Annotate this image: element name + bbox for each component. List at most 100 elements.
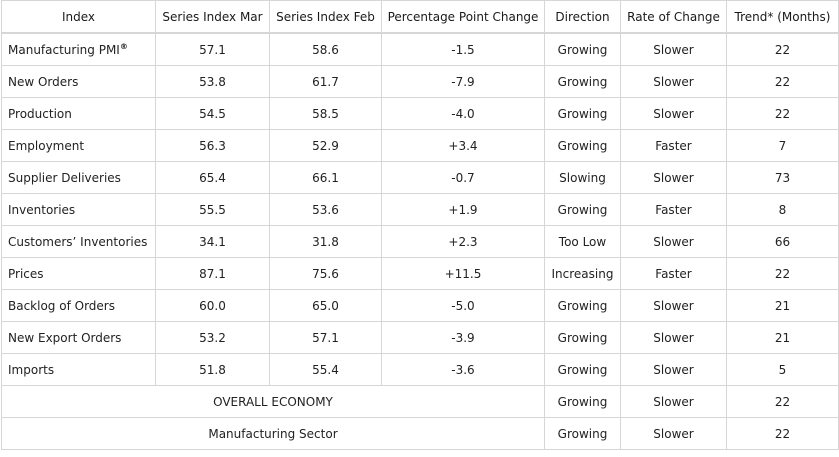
table-row: Customers’ Inventories 34.1 31.8 +2.3 Too Lo… (1, 225, 839, 258)
rate-cell: Slower (620, 97, 727, 130)
feb-cell: 52.9 (269, 129, 382, 162)
change-cell: -4.0 (381, 97, 545, 130)
index-name-text: Production (8, 106, 72, 121)
direction-cell: Growing (544, 129, 621, 162)
direction-cell: Growing (544, 289, 621, 322)
trend-cell: 22 (726, 97, 839, 130)
change-cell: -3.6 (381, 353, 545, 386)
mar-cell: 51.8 (155, 353, 270, 386)
mar-cell: 53.8 (155, 65, 270, 98)
change-cell: +2.3 (381, 225, 545, 258)
index-name-cell: Manufacturing PMI® (1, 32, 156, 66)
summary-row: Manufacturing Sector Growing Slower 22 (1, 417, 839, 450)
summary-label-cell: Manufacturing Sector (1, 417, 545, 450)
change-cell: -0.7 (381, 161, 545, 194)
table-row: Inventories 55.5 53.6 +1.9 Growing Faster 8 (1, 193, 839, 226)
index-name-cell: Prices (1, 257, 156, 290)
feb-cell: 53.6 (269, 193, 382, 226)
change-cell: -3.9 (381, 321, 545, 354)
trend-cell: 22 (726, 65, 839, 98)
index-name-text: Manufacturing PMI (8, 43, 120, 57)
direction-cell: Growing (544, 353, 621, 386)
rate-cell: Slower (620, 417, 727, 450)
mar-cell: 55.5 (155, 193, 270, 226)
index-name-cell: Employment (1, 129, 156, 162)
table-row: Backlog of Orders 60.0 65.0 -5.0 Growing Slow… (1, 289, 839, 322)
rate-cell: Faster (620, 257, 727, 290)
table-row: Prices 87.1 75.6 +11.5 Increasing Faster 22 (1, 257, 839, 290)
index-name-cell: Imports (1, 353, 156, 386)
index-name-text: Imports (8, 362, 55, 377)
rate-cell: Faster (620, 129, 727, 162)
index-name-cell: New Export Orders (1, 321, 156, 354)
rate-cell: Slower (620, 225, 727, 258)
rate-cell: Slower (620, 65, 727, 98)
index-name-text: Customers’ Inventories (8, 234, 148, 249)
direction-cell: Growing (544, 32, 621, 66)
index-name-cell: Inventories (1, 193, 156, 226)
change-cell: -1.5 (381, 32, 545, 66)
direction-cell: Increasing (544, 257, 621, 290)
mar-cell: 56.3 (155, 129, 270, 162)
index-name-text: Employment (8, 138, 85, 153)
table-row: Production 54.5 58.5 -4.0 Growing Slower 22 (1, 97, 839, 130)
table-row: New Export Orders 53.2 57.1 -3.9 Growing Slow… (1, 321, 839, 354)
rate-cell: Slower (620, 353, 727, 386)
feb-cell: 57.1 (269, 321, 382, 354)
direction-cell: Growing (544, 321, 621, 354)
mar-cell: 34.1 (155, 225, 270, 258)
mar-cell: 54.5 (155, 97, 270, 130)
feb-cell: 75.6 (269, 257, 382, 290)
header-series-index-mar: Series Index Mar (155, 0, 270, 34)
mar-cell: 53.2 (155, 321, 270, 354)
mar-cell: 57.1 (155, 32, 270, 66)
feb-cell: 55.4 (269, 353, 382, 386)
feb-cell: 58.5 (269, 97, 382, 130)
table-row: Manufacturing PMI® 57.1 58.6 -1.5 Growing Slo… (1, 32, 839, 66)
rate-cell: Slower (620, 321, 727, 354)
change-cell: -5.0 (381, 289, 545, 322)
trend-cell: 21 (726, 289, 839, 322)
index-name-cell: New Orders (1, 65, 156, 98)
direction-cell: Too Low (544, 225, 621, 258)
table-row: Employment 56.3 52.9 +3.4 Growing Faster 7 (1, 129, 839, 162)
trend-cell: 22 (726, 417, 839, 450)
direction-cell: Growing (544, 385, 621, 418)
index-name-cell: Supplier Deliveries (1, 161, 156, 194)
feb-cell: 58.6 (269, 32, 382, 66)
index-name-cell: Customers’ Inventories (1, 225, 156, 258)
index-name-cell: Backlog of Orders (1, 289, 156, 322)
direction-cell: Slowing (544, 161, 621, 194)
feb-cell: 65.0 (269, 289, 382, 322)
change-cell: +11.5 (381, 257, 545, 290)
direction-cell: Growing (544, 65, 621, 98)
feb-cell: 66.1 (269, 161, 382, 194)
mar-cell: 60.0 (155, 289, 270, 322)
mar-cell: 65.4 (155, 161, 270, 194)
trend-cell: 73 (726, 161, 839, 194)
header-rate-of-change: Rate of Change (620, 0, 727, 34)
header-series-index-feb: Series Index Feb (269, 0, 382, 34)
table-body: Manufacturing PMI® 57.1 58.6 -1.5 Growing Slo… (1, 32, 839, 450)
index-name-text: Inventories (8, 202, 76, 217)
feb-cell: 61.7 (269, 65, 382, 98)
table-row: New Orders 53.8 61.7 -7.9 Growing Slower 22 (1, 65, 839, 98)
trend-cell: 22 (726, 32, 839, 66)
header-trend-months: Trend* (Months) (726, 0, 839, 34)
change-cell: -7.9 (381, 65, 545, 98)
rate-cell: Slower (620, 32, 727, 66)
trend-cell: 22 (726, 257, 839, 290)
trend-cell: 21 (726, 321, 839, 354)
index-name-text: New Orders (8, 74, 79, 89)
index-name-text: New Export Orders (8, 330, 122, 345)
registered-mark: ® (119, 42, 128, 51)
index-name-text: Prices (8, 266, 44, 281)
header-row: Index Series Index Mar Series Index Feb … (1, 0, 839, 34)
rate-cell: Slower (620, 289, 727, 322)
rate-cell: Slower (620, 385, 727, 418)
table-row: Supplier Deliveries 65.4 66.1 -0.7 Slowing Sl… (1, 161, 839, 194)
summary-label-cell: OVERALL ECONOMY (1, 385, 545, 418)
index-name-cell: Production (1, 97, 156, 130)
change-cell: +3.4 (381, 129, 545, 162)
